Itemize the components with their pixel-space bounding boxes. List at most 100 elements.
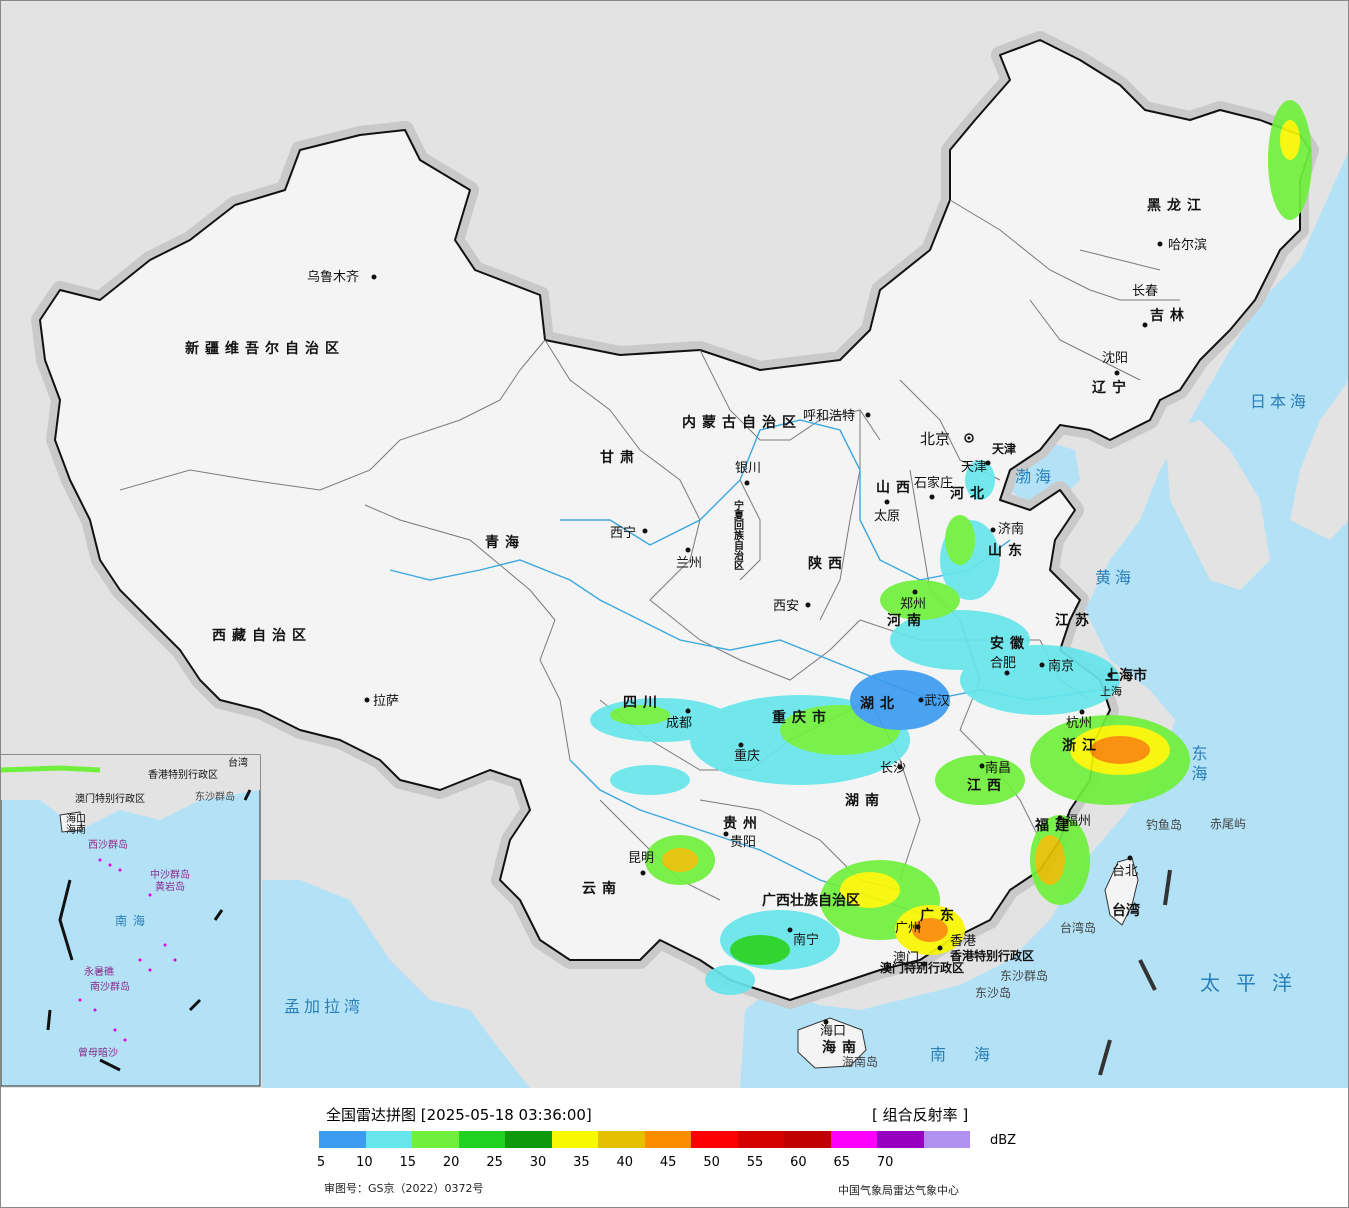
label-fujian: 福建 [1034, 817, 1075, 834]
sea-pacific: 太平洋 [1200, 971, 1308, 995]
label-shandong: 山东 [988, 542, 1028, 559]
label-shaanxi: 陕西 [808, 555, 848, 572]
legend-swatch [737, 1131, 784, 1148]
city-nanchang: 南昌 [985, 760, 1011, 776]
legend-tick: 65 [833, 1155, 851, 1170]
label-jiangsu: 江苏 [1055, 612, 1095, 629]
inset-huangyan: 黄岩岛 [155, 880, 185, 893]
label-ningxia: 宁夏回族自治区 [732, 499, 745, 570]
island-dongsha-qd: 东沙群岛 [1000, 968, 1048, 983]
inset-labels: 南海 中沙群岛 黄岩岛 西沙群岛 南沙群岛 永暑礁 曾母暗沙 海口 海南 东沙群… [66, 756, 248, 1059]
label-hainan: 海南 [822, 1039, 862, 1056]
label-qinghai: 青海 [485, 534, 525, 551]
city-nanjing: 南京 [1048, 658, 1074, 674]
inset-xisha: 西沙群岛 [88, 838, 128, 851]
legend-swatch [598, 1131, 645, 1148]
city-labels: 乌鲁木齐 拉萨 西宁 兰州 银川 呼和浩特 北京 天津 石家庄 太原 济南 郑州… [307, 237, 1207, 1039]
radar-map: 新疆维吾尔自治区 西藏自治区 青海 甘肃 内蒙古自治区 黑龙江 吉林 辽宁 河北… [0, 0, 1349, 1088]
legend-unit: dBZ [990, 1133, 1017, 1148]
city-haikou: 海口 [820, 1024, 846, 1039]
inset-zhongsha: 中沙群岛 [150, 868, 190, 881]
province-labels: 新疆维吾尔自治区 西藏自治区 青海 甘肃 内蒙古自治区 黑龙江 吉林 辽宁 河北… [185, 197, 1207, 1056]
city-xian: 西安 [773, 599, 799, 614]
legend-tick: 70 [876, 1155, 894, 1170]
legend-swatch [365, 1131, 412, 1148]
city-shenyang: 沈阳 [1102, 351, 1128, 366]
city-zhengzhou: 郑州 [900, 597, 926, 612]
label-taiwan: 台湾 [1112, 902, 1140, 919]
legend-tick: 40 [616, 1155, 634, 1170]
inset-hainan: 海南 [66, 823, 86, 836]
label-gansu: 甘肃 [600, 449, 640, 466]
ocean-bengal [262, 880, 530, 1088]
city-fuzhou: 福州 [1065, 814, 1091, 829]
legend-swatch [458, 1131, 505, 1148]
city-kunming: 昆明 [628, 851, 654, 866]
label-hunan: 湖南 [845, 792, 885, 809]
city-yinchuan: 银川 [735, 461, 761, 476]
city-shanghai: 上海 [1100, 684, 1122, 698]
legend-swatch [644, 1131, 691, 1148]
label-neimenggu: 内蒙古自治区 [682, 414, 802, 431]
dash-lines [1098, 869, 1172, 1076]
inset-islands [78, 858, 177, 1042]
sea-bohai: 渤海 [1015, 467, 1055, 486]
sea-south: 南海 [930, 1045, 1018, 1064]
inset-taiwan: 台湾 [228, 756, 248, 769]
label-jilin: 吉林 [1150, 307, 1190, 324]
label-guangxi: 广西壮族自治区 [762, 892, 860, 909]
inset-hk: 香港特别行政区 [148, 768, 218, 781]
legend-ticks: 5 10 15 20 25 30 35 40 45 50 55 60 65 70 [0, 1155, 1349, 1171]
city-harbin: 哈尔滨 [1168, 237, 1207, 253]
island-taiwan: 台湾岛 [1060, 920, 1096, 935]
legend: 全国雷达拼图 [2025-05-18 03:36:00] [ 组合反射率 ] d… [0, 1088, 1349, 1208]
city-guangzhou: 广州 [895, 921, 921, 936]
city-macao: 澳门 [893, 950, 919, 966]
sea-bengal: 孟加拉湾 [284, 997, 364, 1016]
approval-number: 审图号：GS京（2022）0372号 [324, 1182, 484, 1195]
japan-land [1290, 380, 1349, 540]
legend-swatch [412, 1131, 459, 1148]
radar-echoes [590, 100, 1312, 995]
legend-tick: 15 [399, 1155, 417, 1170]
legend-swatch [830, 1131, 877, 1148]
legend-tick: 35 [573, 1155, 590, 1170]
inset-nansha: 南沙群岛 [90, 980, 130, 993]
label-hubei: 湖北 [860, 696, 900, 712]
label-jiangxi: 江西 [967, 777, 1007, 794]
label-hk: 香港特别行政区 [949, 948, 1034, 963]
city-urumqi: 乌鲁木齐 [307, 269, 359, 285]
legend-tick: 45 [659, 1155, 677, 1170]
label-xizang: 西藏自治区 [212, 627, 312, 644]
label-hebei: 河北 [950, 485, 990, 502]
ocean-east [740, 150, 1349, 1088]
legend-tick: 5 [316, 1155, 326, 1170]
legend-tick: 60 [790, 1155, 807, 1170]
legend-swatch [784, 1131, 831, 1148]
label-zhejiang: 浙江 [1062, 737, 1102, 754]
legend-title: 全国雷达拼图 [2025-05-18 03:36:00] [326, 1106, 592, 1124]
taiwan-land [1104, 857, 1139, 926]
label-tianjin: 天津 [992, 441, 1016, 456]
legend-tick: 50 [703, 1155, 720, 1170]
korea-land [1165, 420, 1270, 590]
city-wuhan: 武汉 [924, 694, 950, 709]
sea-japan: 日本海 [1250, 392, 1310, 411]
label-guizhou: 贵州 [723, 815, 763, 832]
city-taipei: 台北 [1112, 864, 1138, 879]
city-lanzhou: 兰州 [676, 556, 702, 571]
label-henan: 河南 [887, 612, 927, 629]
inset-dongsha: 东沙群岛 [195, 790, 235, 803]
city-beijing: 北京 [920, 430, 950, 448]
legend-swatch [319, 1131, 366, 1148]
city-chengdu: 成都 [666, 716, 692, 731]
label-heilongjiang: 黑龙江 [1147, 197, 1207, 214]
legend-swatch [691, 1131, 738, 1148]
city-guiyang: 贵阳 [730, 835, 756, 850]
city-hongkong: 香港 [950, 934, 976, 949]
source-credit: 中国气象局雷达气象中心 [838, 1184, 959, 1197]
island-dongsha: 东沙岛 [975, 985, 1011, 1000]
island-diaoyu: 钓鱼岛 [1146, 817, 1182, 832]
label-shanxi: 山西 [876, 480, 916, 496]
legend-tick: 30 [529, 1155, 547, 1170]
